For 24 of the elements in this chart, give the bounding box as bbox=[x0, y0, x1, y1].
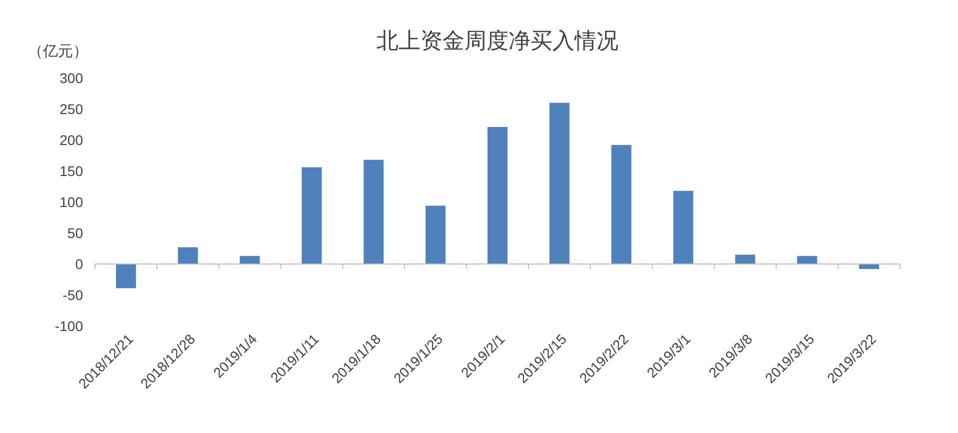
y-axis-title: （亿元） bbox=[28, 43, 88, 60]
bar bbox=[859, 264, 880, 269]
bar bbox=[797, 256, 818, 264]
bar bbox=[240, 256, 260, 264]
y-tick-label: 0 bbox=[75, 256, 84, 272]
bar bbox=[426, 206, 446, 264]
y-tick-label: -50 bbox=[62, 287, 84, 303]
y-tick-label: 100 bbox=[60, 194, 84, 210]
bar bbox=[178, 247, 198, 264]
y-tick-label: 150 bbox=[60, 163, 84, 179]
bar bbox=[673, 190, 694, 264]
bar bbox=[302, 167, 322, 264]
bar bbox=[611, 144, 632, 264]
y-tick-label: 250 bbox=[60, 101, 84, 117]
bar bbox=[364, 160, 384, 264]
chart-title: 北上资金周度净买入情况 bbox=[376, 28, 618, 53]
y-tick-label: 50 bbox=[67, 225, 84, 241]
y-tick-label: 300 bbox=[60, 70, 84, 86]
y-tick-label: 200 bbox=[60, 132, 84, 148]
bar bbox=[735, 254, 756, 264]
y-tick-label: -100 bbox=[54, 318, 84, 334]
bar bbox=[549, 102, 570, 264]
bar bbox=[488, 126, 508, 264]
bar bbox=[116, 264, 136, 288]
